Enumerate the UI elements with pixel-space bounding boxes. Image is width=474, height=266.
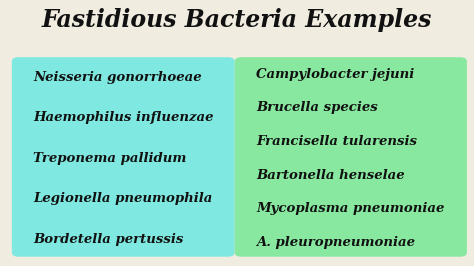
FancyBboxPatch shape: [12, 57, 235, 257]
Text: A. pleuropneumoniae: A. pleuropneumoniae: [256, 236, 415, 248]
Text: Neisseria gonorrhoeae: Neisseria gonorrhoeae: [33, 71, 202, 84]
FancyBboxPatch shape: [235, 57, 467, 257]
Text: Brucella species: Brucella species: [256, 102, 378, 114]
Text: Treponema pallidum: Treponema pallidum: [33, 152, 187, 165]
Text: Mycoplasma pneumoniae: Mycoplasma pneumoniae: [256, 202, 444, 215]
Text: Legionella pneumophila: Legionella pneumophila: [33, 192, 212, 205]
Text: Bartonella henselae: Bartonella henselae: [256, 169, 405, 181]
Text: Fastidious Bacteria Examples: Fastidious Bacteria Examples: [42, 8, 432, 32]
Text: Bordetella pertussis: Bordetella pertussis: [33, 233, 183, 246]
Text: Francisella tularensis: Francisella tularensis: [256, 135, 417, 148]
Text: Campylobacter jejuni: Campylobacter jejuni: [256, 68, 414, 81]
Text: Haemophilus influenzae: Haemophilus influenzae: [33, 111, 214, 124]
